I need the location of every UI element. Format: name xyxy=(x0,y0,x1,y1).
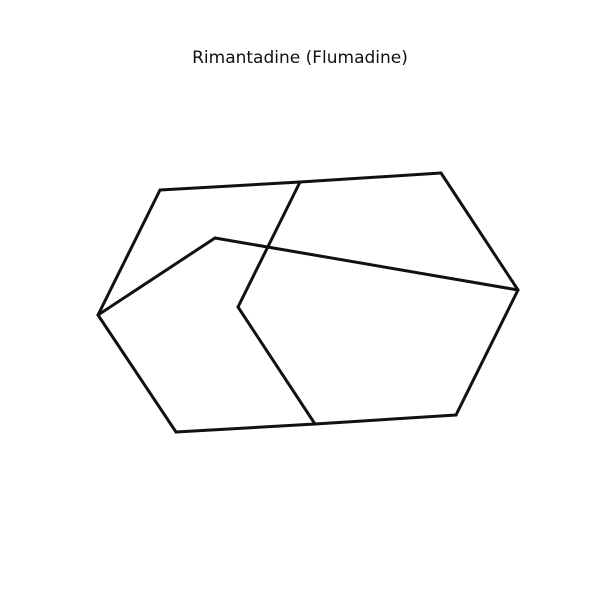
bond xyxy=(441,173,518,290)
bond xyxy=(315,415,456,424)
bond xyxy=(176,424,315,432)
bond xyxy=(160,182,300,190)
bond xyxy=(98,315,176,432)
bond xyxy=(238,307,315,424)
bond xyxy=(456,290,518,415)
bond xyxy=(300,173,441,182)
